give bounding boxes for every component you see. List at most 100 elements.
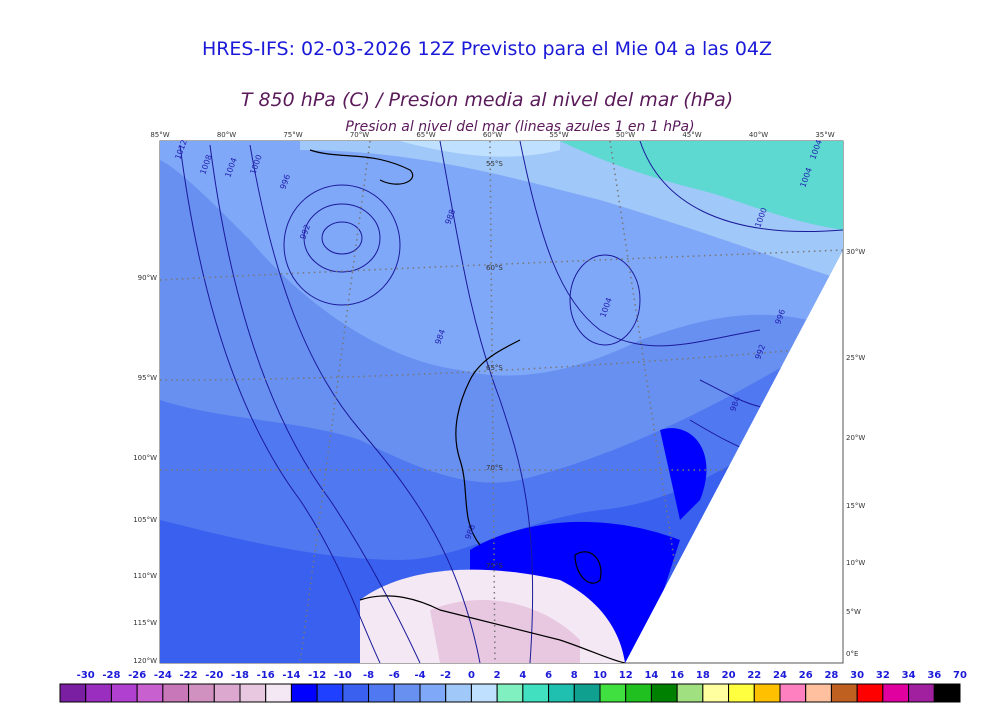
- field-area: [400, 141, 560, 157]
- lon-label: 40°W: [749, 131, 768, 139]
- isobar: [303, 203, 381, 273]
- lon-label: 20°W: [846, 434, 865, 442]
- lon-label: 110°W: [133, 572, 157, 580]
- colorbar-label: 18: [696, 670, 710, 681]
- lat-label: 60°S: [486, 264, 503, 272]
- colorbar-label: 34: [902, 670, 916, 681]
- colorbar-label: -2: [440, 670, 451, 681]
- colorbar-label: 2: [494, 670, 501, 681]
- isobar: [249, 144, 481, 663]
- lon-label: 10°W: [846, 559, 865, 567]
- colorbar-label: 28: [824, 670, 838, 681]
- lat-label: 70°S: [486, 464, 503, 472]
- lon-label: 100°W: [133, 454, 157, 462]
- colorbar-swatch: [779, 683, 807, 703]
- colorbar-label: 32: [876, 670, 890, 681]
- colorbar-label: -6: [389, 670, 400, 681]
- lon-label: 75°W: [283, 131, 302, 139]
- colorbar-swatch: [393, 683, 421, 703]
- lon-label: 105°W: [133, 516, 157, 524]
- isobar: [439, 141, 534, 663]
- colorbar-label: -4: [414, 670, 425, 681]
- graticule: [160, 349, 801, 381]
- lon-label: 45°W: [682, 131, 701, 139]
- colorbar-swatch: [342, 683, 370, 703]
- isobar: [283, 184, 401, 306]
- graticule-labels: 85°W 80°W 75°W 70°W 65°W 60°W 55°W 50°W 45°W 40°W…: [133, 131, 865, 665]
- colorbar-label: -10: [334, 670, 352, 681]
- colorbar-label: 20: [722, 670, 736, 681]
- colorbar-swatch: [933, 683, 961, 703]
- colorbar-label: 70: [953, 670, 967, 681]
- isobar: [179, 144, 381, 663]
- colorbar-label: -20: [205, 670, 223, 681]
- colorbar-swatch: [753, 683, 781, 703]
- field-area: Presion al nivel del mar (lineas azules …: [345, 119, 694, 135]
- colorbar-swatch: [830, 683, 858, 703]
- colorbar-swatch: [85, 683, 112, 703]
- colorbar-label: -8: [363, 670, 374, 681]
- lon-label: 90°W: [138, 274, 157, 282]
- lon-label: 120°W: [133, 657, 157, 665]
- colorbar-label: -30: [77, 670, 95, 681]
- lat-label: 75°S: [486, 562, 503, 570]
- colorbar-label: 0: [468, 670, 475, 681]
- coastline: [359, 595, 626, 663]
- colorbar-swatch: [625, 683, 652, 703]
- coastline: [455, 339, 521, 546]
- field-area: T 850 hPa (C) / Presion media al nivel d…: [241, 89, 733, 111]
- lon-label: 80°W: [217, 131, 236, 139]
- colorbar-swatch: [162, 683, 190, 703]
- colorbar-swatch: [882, 683, 910, 703]
- colorbar-swatch: [316, 683, 344, 703]
- colorbar-label: 6: [545, 670, 552, 681]
- graticule: [489, 141, 496, 663]
- isobar: [519, 141, 761, 347]
- colorbar-label: -16: [257, 670, 275, 681]
- field-area: [560, 141, 843, 230]
- lon-label: 25°W: [846, 354, 865, 362]
- lon-label: 5°W: [846, 608, 861, 616]
- lat-label: 55°S: [486, 160, 503, 168]
- lon-label: 55°W: [549, 131, 568, 139]
- field-area: [660, 428, 707, 520]
- lon-label: 85°W: [150, 131, 169, 139]
- colorbar-swatch: [368, 683, 395, 703]
- colorbar-swatch: [265, 683, 292, 703]
- colorbar-label: 30: [850, 670, 864, 681]
- colorbar-swatch: [676, 683, 704, 703]
- colorbar-label: -24: [154, 670, 172, 681]
- lon-label: 60°W: [483, 131, 502, 139]
- colorbar-swatch: [213, 683, 241, 703]
- colorbar-swatch: [445, 683, 472, 703]
- lon-label: 35°W: [815, 131, 834, 139]
- colorbar-label: 4: [519, 670, 526, 681]
- colorbar-swatch: [908, 683, 935, 703]
- colorbar-label: -28: [102, 670, 120, 681]
- isobar: [639, 141, 843, 233]
- colorbar-swatch: [599, 683, 627, 703]
- colorbar-label: 26: [799, 670, 813, 681]
- colorbar-swatch: [496, 683, 524, 703]
- lon-label: 0°E: [846, 650, 858, 658]
- colorbar-label: 14: [644, 670, 658, 681]
- colorbar-label: -18: [231, 670, 249, 681]
- colorbar-label: 22: [747, 670, 761, 681]
- lat-label: 65°S: [486, 364, 503, 372]
- colorbar-label: 36: [927, 670, 941, 681]
- colorbar-swatch: [522, 683, 550, 703]
- colorbar-label: 8: [571, 670, 578, 681]
- colorbar-label: -14: [282, 670, 300, 681]
- colorbar-swatch: [702, 683, 730, 703]
- isobar: [209, 144, 421, 663]
- coastline: [309, 149, 414, 185]
- colorbar-label: 12: [619, 670, 633, 681]
- isobar: [569, 254, 641, 346]
- lon-label: 30°W: [846, 248, 865, 256]
- lon-label: 15°W: [846, 502, 865, 510]
- colorbar-swatch: [728, 683, 755, 703]
- colorbar-label: -26: [128, 670, 146, 681]
- lon-label: 115°W: [133, 619, 157, 627]
